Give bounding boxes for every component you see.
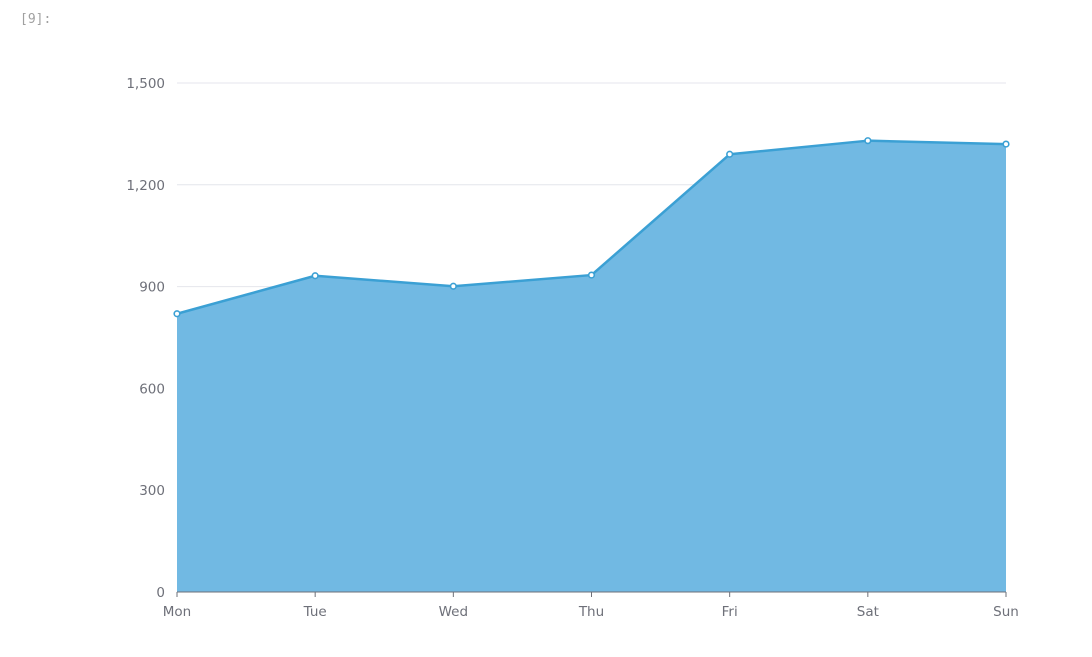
cell-prompt: [9]: [20, 12, 52, 27]
y-tick-label: 1,500 [126, 76, 165, 92]
area-fill [177, 140, 1006, 593]
x-tick-label: Tue [303, 604, 327, 620]
y-tick-label: 900 [139, 280, 165, 296]
data-point [864, 137, 872, 145]
data-point [1002, 140, 1010, 148]
data-point [311, 272, 319, 280]
y-tick-labels: 0 300 600 900 1,200 1,500 [126, 76, 165, 601]
data-point-layer [173, 137, 1010, 318]
data-point [587, 271, 596, 279]
data-point [449, 282, 457, 290]
y-tick-label: 1,200 [126, 178, 165, 194]
x-tick-label: Fri [722, 604, 738, 620]
y-tick-label: 0 [156, 585, 165, 601]
x-tick-labels: Mon Tue Wed Thu Fri Sat Sun [163, 604, 1019, 620]
x-tick-label: Mon [163, 604, 191, 620]
x-tick-label: Sun [993, 604, 1019, 620]
data-point [173, 310, 181, 318]
area-fill-layer [177, 140, 1006, 593]
y-tick-label: 600 [139, 381, 165, 397]
x-tick-label: Sat [857, 604, 879, 620]
x-tick-label: Wed [439, 604, 468, 620]
y-tick-label: 300 [139, 483, 165, 499]
x-axis [176, 591, 1007, 597]
x-tick-label: Thu [578, 604, 604, 620]
data-point [726, 150, 734, 158]
